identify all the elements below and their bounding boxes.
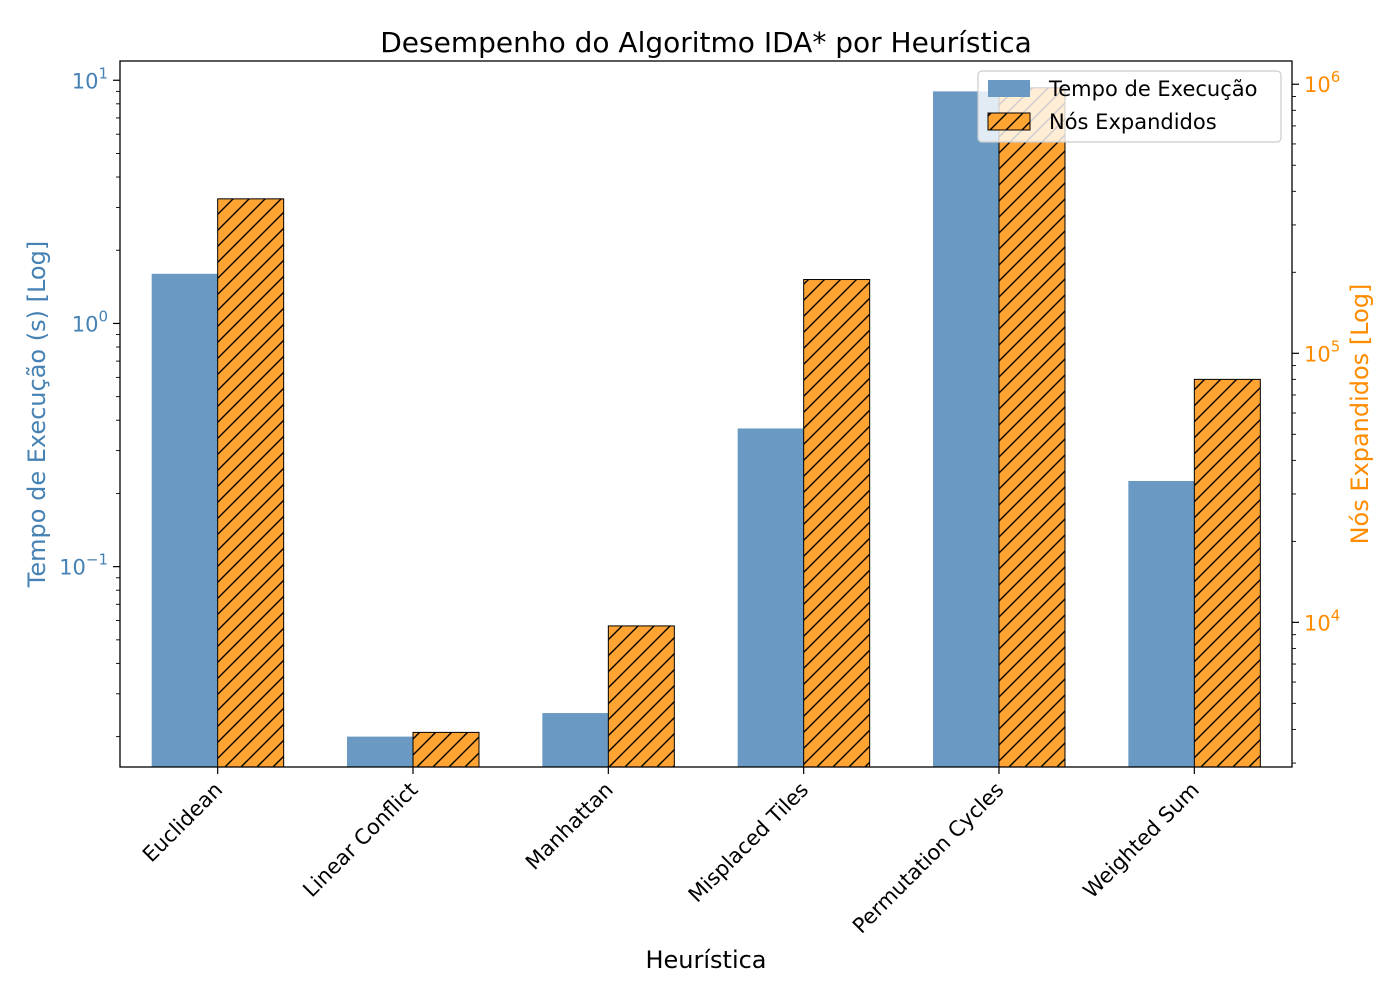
legend-label-tempo: Tempo de Execução xyxy=(1048,77,1258,101)
left-tick-label: 10−1 xyxy=(59,551,108,580)
bar-nos-euclidean-hatch xyxy=(217,198,285,768)
right-tick-label: 105 xyxy=(1304,337,1340,366)
left-tick-label: 101 xyxy=(72,64,108,93)
bar-nos-weighted-sum-hatch xyxy=(1193,378,1261,768)
left-tick-label: 100 xyxy=(72,307,108,336)
legend-label-nos: Nós Expandidos xyxy=(1049,110,1217,134)
legend-swatch-nos-hatch xyxy=(987,112,1031,131)
category-label: Permutation Cycles xyxy=(848,778,1009,939)
category-label: Linear Conflict xyxy=(298,778,422,902)
legend-swatch-tempo xyxy=(988,80,1030,97)
bar-tempo-euclidean xyxy=(151,273,218,767)
category-label: Weighted Sum xyxy=(1079,778,1204,903)
right-tick-label: 104 xyxy=(1304,606,1340,635)
category-label: Euclidean xyxy=(138,778,227,867)
category-label: Manhattan xyxy=(521,778,618,875)
left-axis-title: Tempo de Execução (s) [Log] xyxy=(23,241,51,588)
category-label: Misplaced Tiles xyxy=(684,778,813,907)
bar-nos-manhattan-hatch xyxy=(607,625,675,768)
legend: Tempo de Execução Nós Expandidos xyxy=(977,70,1282,143)
x-axis: Euclidean Linear Conflict Manhattan Misplac… xyxy=(138,767,1204,938)
right-axis: 104 105 106 xyxy=(1292,68,1340,764)
plot-frame xyxy=(119,60,1293,768)
bar-tempo-permutation-cycles xyxy=(933,91,999,768)
x-axis-title: Heurística xyxy=(645,946,766,974)
chart-title: Desempenho do Algoritmo IDA* por Heuríst… xyxy=(380,26,1032,59)
bar-nos-misplaced-tiles-hatch xyxy=(803,279,871,768)
bar-nos-permutation-cycles-hatch xyxy=(998,87,1066,768)
left-axis: 10−1 100 101 xyxy=(59,64,120,738)
bars-layer xyxy=(151,87,1261,768)
bar-tempo-linear-conflict xyxy=(347,736,413,767)
bar-tempo-manhattan xyxy=(542,713,609,767)
right-axis-title: Nós Expandidos [Log] xyxy=(1346,284,1374,545)
bar-tempo-misplaced-tiles xyxy=(737,428,804,767)
right-tick-label: 106 xyxy=(1304,68,1340,97)
bar-tempo-weighted-sum xyxy=(1128,480,1195,767)
legend-box xyxy=(977,70,1282,143)
bar-nos-linear-conflict-hatch xyxy=(412,731,480,768)
